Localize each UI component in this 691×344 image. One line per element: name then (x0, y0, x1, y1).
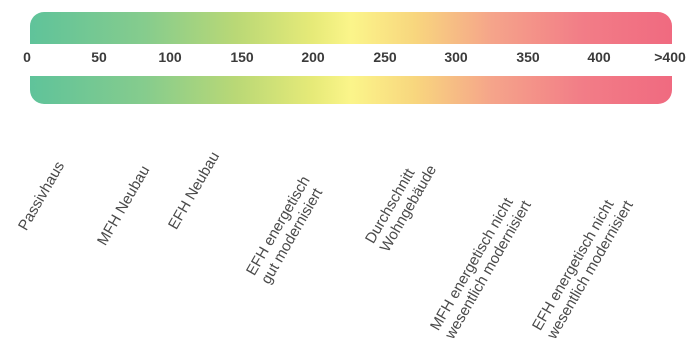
tick-label: 150 (230, 49, 254, 65)
scale-color-band-top (30, 12, 672, 44)
tick-label: 400 (587, 49, 611, 65)
category-label-efh-neubau: EFH Neubau (165, 148, 224, 233)
category-label-mfh-neubau: MFH Neubau (94, 162, 154, 249)
category-label-efh-gut-modernisiert: EFH energetisch gut modernisiert (243, 173, 327, 287)
scale-color-band-bottom (30, 76, 672, 104)
tick-label: >400 (654, 49, 686, 65)
tick-label: 0 (23, 49, 31, 65)
tick-label: 50 (91, 49, 107, 65)
tick-label: 100 (158, 49, 182, 65)
category-label-mfh-nicht-modernisiert: MFH energetisch nicht wesentlich moderni… (427, 195, 535, 342)
tick-label: 350 (516, 49, 540, 65)
category-label-passivhaus: Passivhaus (15, 158, 69, 234)
tick-label: 250 (373, 49, 397, 65)
tick-label: 200 (301, 49, 325, 65)
tick-label: 300 (444, 49, 468, 65)
category-label-durchschnitt-wohngebaeude: Durchschnitt Wohngebäude (362, 162, 441, 255)
category-label-efh-nicht-modernisiert: EFH energetisch nicht wesentlich moderni… (529, 197, 637, 342)
